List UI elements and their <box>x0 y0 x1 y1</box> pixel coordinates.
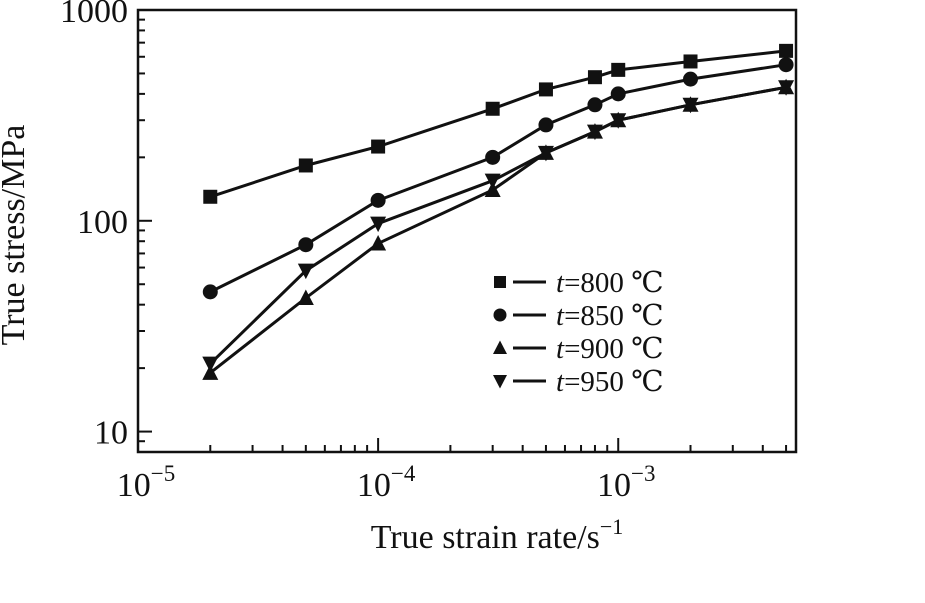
marker-triangle-down <box>202 356 219 373</box>
marker-triangle-up <box>484 181 501 197</box>
marker-circle <box>683 71 699 87</box>
marker-triangle-down <box>586 124 603 141</box>
tick-labels: 10−5 10−4 10−3 10 100 1000 <box>60 0 655 504</box>
marker-circle <box>538 117 554 133</box>
marker-triangle-down <box>370 216 387 233</box>
marker-square <box>203 189 218 204</box>
marker-square <box>587 70 602 85</box>
marker-square <box>298 158 313 173</box>
marker-triangle-down <box>537 145 554 162</box>
y-tick-label: 10 <box>94 415 128 452</box>
marker-circle <box>370 192 386 208</box>
series-3 <box>202 78 795 380</box>
marker-triangle-up <box>370 235 387 251</box>
marker-triangle-down <box>297 263 314 280</box>
legend-entry: t=900 ℃ <box>493 333 664 365</box>
marker-triangle-down <box>778 80 795 96</box>
series-2 <box>202 57 794 300</box>
marker-triangle-down <box>610 113 627 129</box>
marker-square <box>611 62 626 77</box>
legend-label: t=850 ℃ <box>556 300 664 332</box>
series-1 <box>203 43 794 204</box>
y-tick-label: 1000 <box>60 0 128 30</box>
legend-entry: t=850 ℃ <box>493 300 664 332</box>
marker-circle <box>587 97 603 113</box>
x-tick-label: 10−5 <box>117 461 175 504</box>
marker-square <box>779 43 794 58</box>
marker-square <box>494 276 506 288</box>
x-axis-title: True strain rate/s−1 <box>371 514 624 556</box>
series-line <box>209 85 787 365</box>
marker-circle <box>493 308 507 322</box>
legend-label: t=950 ℃ <box>556 366 664 398</box>
legend-label: t=900 ℃ <box>556 333 664 365</box>
series-line <box>209 85 787 374</box>
marker-triangle-down <box>682 97 699 114</box>
x-tick-label: 10−3 <box>597 461 655 504</box>
legend-entry: t=800 ℃ <box>494 267 664 299</box>
marker-circle <box>610 86 626 102</box>
marker-square <box>485 101 500 116</box>
marker-circle <box>298 237 314 253</box>
marker-triangle-down <box>484 173 501 190</box>
marker-circle <box>202 284 218 300</box>
marker-triangle-down <box>493 375 507 389</box>
marker-square <box>538 82 553 97</box>
series-layer <box>202 43 795 380</box>
marker-square <box>371 139 386 154</box>
legend-entry: t=950 ℃ <box>493 366 664 398</box>
marker-triangle-up <box>493 340 507 354</box>
marker-triangle-up <box>297 289 314 306</box>
axis-ticks <box>137 9 788 453</box>
legend: t=800 ℃t=850 ℃t=900 ℃t=950 ℃ <box>493 267 664 398</box>
y-tick-label: 100 <box>77 204 128 241</box>
y-axis-title: True stress/MPa <box>0 125 32 346</box>
series-4 <box>202 80 795 373</box>
marker-circle <box>778 57 794 73</box>
marker-square <box>683 54 698 69</box>
x-tick-label: 10−4 <box>357 461 416 504</box>
marker-circle <box>485 149 501 165</box>
legend-label: t=800 ℃ <box>556 267 664 299</box>
